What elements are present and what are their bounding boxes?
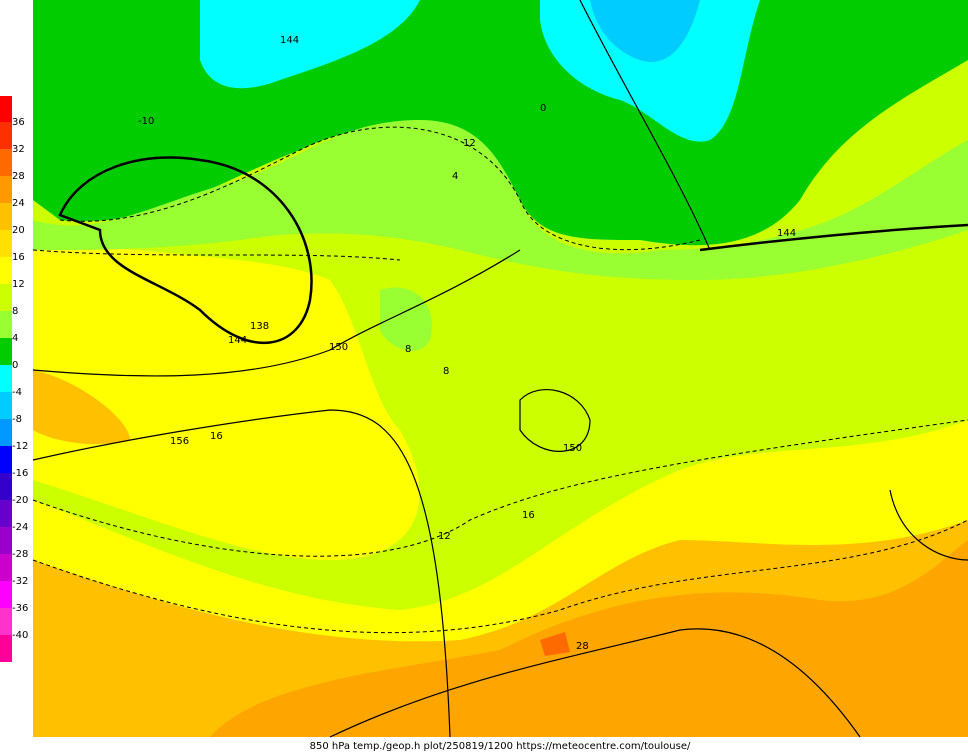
colorbar-label: -40 — [12, 630, 28, 641]
field-4-8 — [33, 120, 968, 280]
temperature-label: 8 — [405, 344, 411, 355]
colorbar-label: -8 — [12, 414, 22, 425]
colorbar-label: -24 — [12, 522, 28, 533]
colorbar-label: 12 — [12, 279, 25, 290]
temperature-label: 12 — [438, 531, 451, 542]
temperature-label: 0 — [540, 103, 546, 114]
temperature-contours — [32, 126, 968, 634]
field-12-16 — [33, 230, 420, 560]
field-neg8-neg4 — [590, 0, 700, 62]
colorbar-label: 16 — [12, 252, 25, 263]
colorbar: 36 32 28 24 20 16 12 8 4 0 -4 -8 -12 -16 -20 -24 -28 -32 -… — [0, 96, 28, 662]
field-16-20b — [33, 370, 130, 445]
temperature-label: 8 — [443, 366, 449, 377]
contours — [32, 0, 968, 738]
geopotential-label: 150 — [329, 342, 348, 353]
colorbar-label: 28 — [12, 171, 25, 182]
temperature-label: 4 — [452, 171, 458, 182]
temperature-label: 28 — [576, 641, 589, 652]
temperature-label: 12 — [463, 138, 476, 149]
geopotential-label: 144 — [777, 228, 796, 239]
geopotential-label: 144 — [228, 335, 247, 346]
geopotential-label: 138 — [250, 321, 269, 332]
temperature-label: 16 — [210, 431, 223, 442]
colorbar-label: -36 — [12, 603, 28, 614]
colorbar-label: 20 — [12, 225, 25, 236]
colorbar-label: -32 — [12, 576, 28, 587]
temperature-label: 16 — [522, 510, 535, 521]
field-4-8b — [380, 287, 432, 351]
geopotential-label: 156 — [170, 436, 189, 447]
field-neg4-0 — [200, 0, 420, 89]
geopotential-label: 144 — [280, 35, 299, 46]
colorbar-label: -28 — [12, 549, 28, 560]
footer: 850 hPa temp./geop.h plot/250819/1200 ht… — [310, 741, 691, 752]
colorbar-label: -20 — [12, 495, 28, 506]
colorbar-label: 24 — [12, 198, 25, 209]
geopotential-label: 150 — [563, 443, 582, 454]
field-20-24 — [210, 540, 968, 737]
map: 144 144 138 150 156 150 144 16 12 8 8 28… — [32, 0, 968, 738]
colorbar-label: -16 — [12, 468, 28, 479]
colorbar-label: 4 — [12, 333, 18, 344]
colorbar-label: 36 — [12, 117, 25, 128]
temperature-label: -10 — [138, 116, 154, 127]
colorbar-label: -4 — [12, 387, 22, 398]
colorbar-label: -12 — [12, 441, 28, 452]
field-24-28 — [540, 632, 570, 656]
colorbar-label: 32 — [12, 144, 25, 155]
colorbar-label: 8 — [12, 306, 18, 317]
field-neg4-0b — [540, 0, 760, 142]
colorbar-label: 0 — [12, 360, 18, 371]
